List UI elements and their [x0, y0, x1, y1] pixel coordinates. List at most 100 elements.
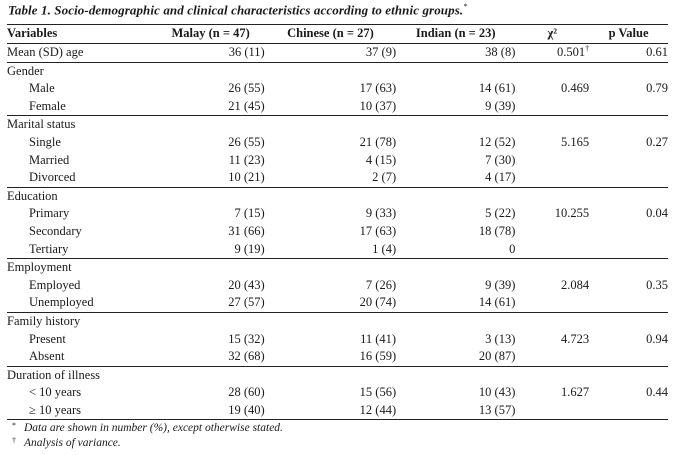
cell-chi-square: [515, 98, 589, 116]
cell-chi-square: [515, 311, 590, 331]
table-row: Married 11 (23) 4 (15) 7 (30): [7, 152, 668, 170]
cell-chinese: [264, 258, 397, 277]
row-label-text: Duration of illness: [7, 367, 101, 382]
cell-malay-text: 9 (19): [234, 241, 265, 256]
cell-malay-text: 21 (45): [228, 98, 265, 113]
cell-chinese: 4 (15): [265, 152, 396, 170]
chi-footnote-mark: †: [585, 43, 590, 53]
cell-chinese: 17 (63): [265, 80, 396, 98]
header-indian: Indian (n = 23): [396, 24, 516, 44]
table-row: Divorced 10 (21) 2 (7) 4 (17): [7, 169, 668, 187]
cell-p-value-text: 0.04: [646, 206, 668, 221]
table-row: Secondary 31 (66) 17 (63) 18 (78): [7, 223, 668, 241]
cell-malay: 32 (68): [157, 348, 264, 366]
cell-malay-text: 19 (40): [228, 402, 265, 417]
cell-indian: 0: [396, 241, 515, 259]
cell-chinese-text: 37 (9): [365, 45, 397, 59]
cell-malay: 31 (66): [157, 223, 264, 241]
cell-chinese: 1 (4): [265, 241, 396, 259]
cell-p-value: 0.04: [589, 205, 668, 223]
cell-chi-square: [515, 169, 589, 187]
table-row: Primary 7 (15) 9 (33) 5 (22) 10.255 0.04: [7, 205, 668, 223]
cell-indian: 38 (8): [396, 44, 515, 63]
cell-malay: [156, 258, 265, 277]
row-label: Unemployed: [7, 294, 157, 312]
caption-text: Table 1. Socio-demographic and clinical …: [8, 2, 464, 18]
cell-chinese: [264, 186, 397, 206]
row-label: Mean (SD) age: [7, 44, 157, 63]
header-p-value: p Value: [589, 24, 668, 44]
cell-chinese-text: 16 (59): [359, 349, 397, 364]
cell-indian-text: 13 (57): [478, 402, 516, 417]
cell-p-value: [589, 365, 668, 385]
cell-chi-square: 1.627: [515, 384, 589, 402]
row-label-text: ≥ 10 years: [29, 402, 81, 417]
table-row: Male 26 (55) 17 (63) 14 (61) 0.469 0.79: [7, 80, 668, 98]
table-row: Family history: [7, 311, 668, 331]
cell-malay-text: 15 (32): [228, 331, 265, 346]
cell-chinese-text: 20 (74): [359, 295, 397, 310]
cell-p-value: 0.79: [589, 80, 668, 98]
cell-malay-text: 11 (23): [228, 152, 265, 167]
cell-chinese-text: 17 (63): [359, 223, 397, 238]
row-label-text: Employed: [29, 277, 81, 292]
row-label-text: < 10 years: [29, 385, 82, 400]
cell-p-value: [589, 98, 668, 116]
cell-indian: 14 (61): [396, 294, 515, 312]
cell-chinese-text: 9 (33): [365, 206, 397, 221]
cell-p-value: 0.44: [589, 384, 668, 402]
cell-chi-square: [515, 152, 589, 170]
footnote-mark: †: [12, 436, 16, 445]
cell-p-value-text: 0.94: [646, 331, 668, 346]
row-label-text: Primary: [29, 206, 70, 221]
cell-indian: 3 (13): [396, 331, 515, 349]
row-label: Education: [7, 186, 157, 206]
row-label-text: Present: [29, 331, 66, 346]
cell-chi-square-text: 4.723: [561, 331, 590, 346]
cell-p-value: [589, 169, 668, 187]
row-label: Divorced: [7, 169, 157, 187]
row-label-text: Family history: [7, 313, 81, 328]
cell-indian: [396, 365, 516, 385]
cell-malay: [156, 365, 265, 385]
cell-chi-square-text: 0.469: [561, 81, 590, 96]
cell-p-value: [589, 401, 668, 421]
header-row: Variables Malay (n = 47) Chinese (n = 27…: [7, 24, 668, 44]
row-label: Absent: [7, 348, 157, 366]
footnote-mark: *: [12, 421, 16, 430]
cell-malay-text: 28 (60): [228, 385, 265, 400]
cell-malay: 10 (21): [157, 169, 264, 187]
cell-malay-text: 36 (11): [228, 45, 265, 59]
cell-p-value: 0.61: [589, 44, 668, 63]
cell-malay: 26 (55): [157, 80, 264, 98]
cell-chi-square: [515, 223, 589, 241]
row-label-text: Absent: [29, 349, 65, 364]
cell-p-value: [589, 258, 668, 277]
cell-malay: 26 (55): [157, 134, 264, 152]
cell-chi-square: [515, 294, 589, 312]
row-label: Tertiary: [7, 241, 157, 259]
cell-chinese: 17 (63): [265, 223, 396, 241]
cell-chinese: 2 (7): [265, 169, 396, 187]
cell-p-value: 0.94: [589, 331, 668, 349]
header-malay: Malay (n = 47): [156, 24, 265, 44]
row-label: ≥ 10 years: [7, 401, 157, 421]
cell-p-value: [589, 294, 668, 312]
cell-malay: 11 (23): [157, 152, 265, 170]
cell-chinese: 9 (33): [265, 205, 396, 223]
table-row: Marital status: [7, 115, 668, 134]
cell-malay-text: 20 (43): [228, 277, 265, 292]
table-notes: * Data are shown in number (%), except ot…: [8, 421, 283, 451]
cell-chi-square: [515, 115, 590, 134]
row-label: Female: [7, 98, 157, 116]
cell-p-value: [589, 311, 668, 331]
cell-chinese: [264, 365, 397, 385]
cell-malay: 27 (57): [157, 294, 264, 312]
cell-malay: 9 (19): [157, 241, 265, 259]
cell-chi-square-text: 5.165: [561, 134, 590, 149]
table-row: Single 26 (55) 21 (78) 12 (52) 5.165 0.27: [7, 134, 668, 152]
cell-indian: [396, 311, 516, 331]
cell-chinese: [264, 61, 397, 81]
cell-indian: [396, 186, 516, 206]
